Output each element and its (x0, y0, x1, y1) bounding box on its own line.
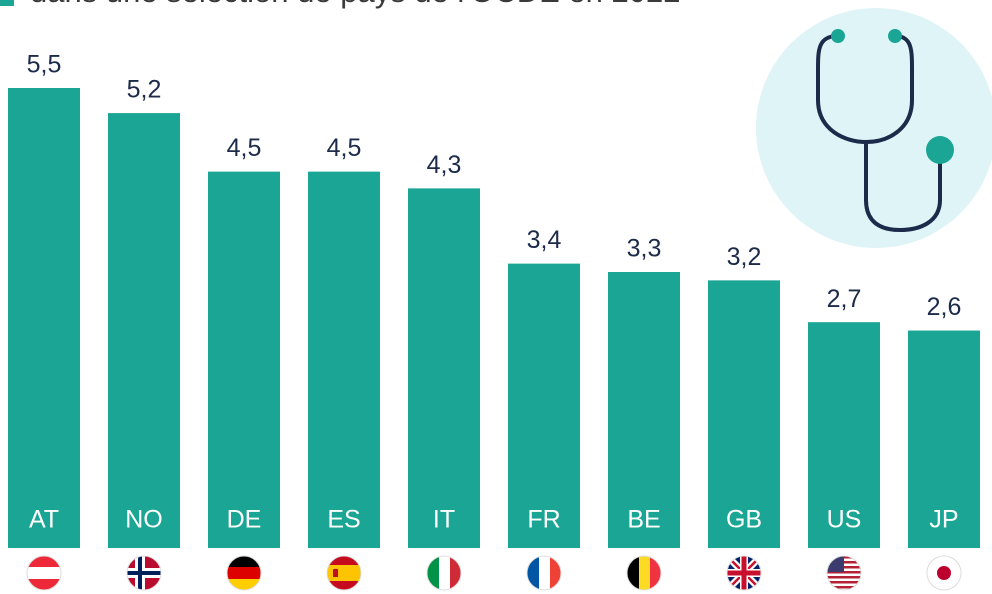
legend-swatch (0, 0, 14, 6)
flag-outline (26, 555, 62, 591)
flag-part (327, 565, 361, 581)
flag-body (927, 556, 961, 590)
flag-body (627, 556, 661, 590)
flag-part (639, 556, 650, 590)
flag-body (527, 556, 561, 590)
x-tick-label: DE (227, 506, 262, 534)
bar (808, 322, 880, 548)
value-label: 3,2 (727, 243, 762, 271)
flag-part (827, 586, 861, 589)
flag-body (127, 556, 161, 590)
flag-part (550, 556, 561, 590)
bar (908, 330, 980, 548)
flag-part (427, 556, 439, 590)
flag-body (227, 556, 261, 590)
x-tick-label: BE (627, 506, 660, 534)
flag-part (227, 567, 261, 579)
flag-part (827, 571, 861, 574)
flag (626, 555, 662, 591)
flag-outline (926, 555, 962, 591)
value-label: 2,6 (927, 293, 962, 321)
chart-subtitle: dans une sélection de pays de l'OCDE en … (30, 0, 680, 9)
value-label: 3,4 (527, 226, 562, 254)
flag-part (539, 556, 550, 590)
flag-outline (826, 555, 862, 591)
value-label: 4,5 (227, 134, 262, 162)
flag-part (450, 556, 461, 590)
value-label: 2,7 (827, 285, 862, 313)
flag (26, 555, 62, 591)
flag-part (727, 570, 761, 576)
flag-part (439, 556, 450, 590)
value-label: 4,3 (427, 151, 462, 179)
flag-outline (526, 555, 562, 591)
flag-part (333, 569, 338, 577)
flag (526, 555, 562, 591)
x-tick-label: AT (29, 506, 59, 534)
x-tick-label: ES (327, 506, 360, 534)
flag (426, 555, 462, 591)
x-tick-label: NO (125, 506, 163, 534)
flag-body (427, 556, 461, 590)
flag-outline (126, 555, 162, 591)
value-label: 3,3 (627, 235, 662, 263)
flag-part (650, 556, 661, 590)
value-label: 4,5 (327, 134, 362, 162)
flag-body (327, 556, 361, 590)
flag-outline (626, 555, 662, 591)
flag (126, 555, 162, 591)
x-tick-label: FR (527, 506, 560, 534)
flag-part (227, 579, 261, 590)
flag-outline (426, 555, 462, 591)
value-label: 5,2 (127, 76, 162, 104)
flag (826, 555, 862, 591)
stethoscope-icon (756, 8, 992, 248)
flag-part (627, 556, 639, 590)
flag (226, 555, 262, 591)
x-tick-label: IT (433, 506, 455, 534)
x-tick-label: GB (726, 506, 762, 534)
bar (608, 272, 680, 548)
flag (726, 555, 762, 591)
bar (208, 171, 280, 549)
bar (8, 88, 80, 548)
flag-part (27, 567, 61, 579)
flag-part (227, 556, 261, 568)
bar (108, 113, 180, 548)
bar (708, 280, 780, 548)
flag (326, 555, 362, 591)
flag-part (127, 571, 161, 575)
flag (926, 555, 962, 591)
x-tick-label: US (827, 506, 862, 534)
flag-part (937, 566, 951, 580)
flag-part (827, 576, 861, 579)
flag-body (727, 556, 761, 590)
bar (408, 188, 480, 548)
flag-body (827, 556, 861, 590)
value-label: 5,5 (27, 51, 62, 79)
flag-outline (726, 555, 762, 591)
flag-part (827, 581, 861, 584)
flag-outline (326, 555, 362, 591)
flag-part (527, 556, 539, 590)
flag-body (27, 556, 61, 590)
bar (308, 171, 380, 549)
bar (508, 263, 580, 548)
flag-outline (226, 555, 262, 591)
x-tick-label: JP (929, 506, 958, 534)
